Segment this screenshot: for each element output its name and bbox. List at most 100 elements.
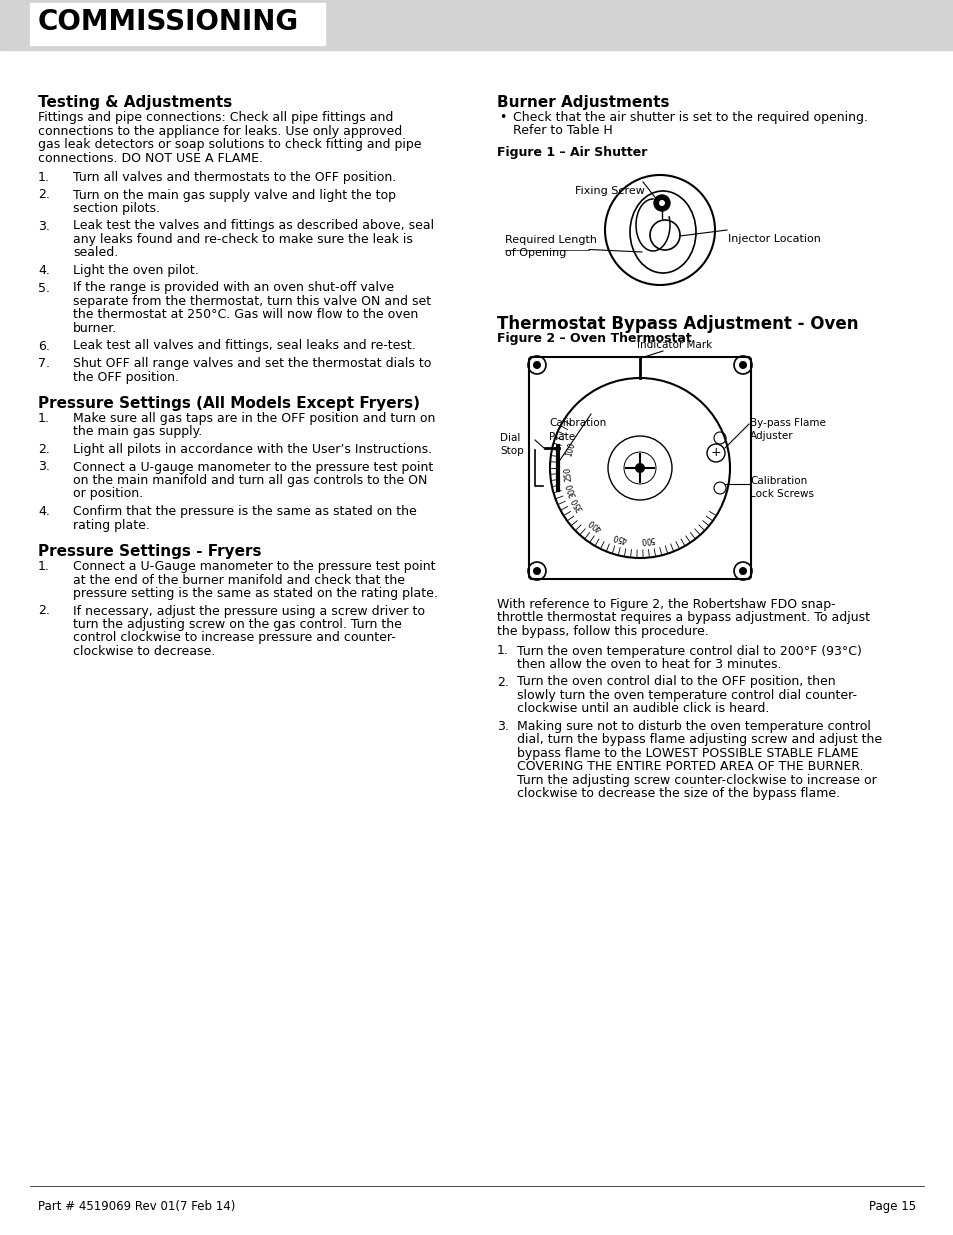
- Text: 2.: 2.: [38, 443, 50, 456]
- Text: Lock Screws: Lock Screws: [749, 489, 813, 499]
- Text: the thermostat at 250°C. Gas will now flow to the oven: the thermostat at 250°C. Gas will now fl…: [73, 309, 417, 321]
- Text: Check that the air shutter is set to the required opening.: Check that the air shutter is set to the…: [513, 111, 867, 124]
- Text: 5.: 5.: [38, 282, 50, 294]
- Text: clockwise to decrease.: clockwise to decrease.: [73, 645, 215, 658]
- Circle shape: [533, 567, 540, 576]
- Text: Pressure Settings - Fryers: Pressure Settings - Fryers: [38, 543, 261, 559]
- Text: Figure 2 – Oven Thermostat: Figure 2 – Oven Thermostat: [497, 332, 691, 345]
- Text: 3.: 3.: [497, 720, 508, 734]
- Text: 500: 500: [639, 535, 655, 545]
- Text: then allow the oven to heat for 3 minutes.: then allow the oven to heat for 3 minute…: [517, 658, 781, 671]
- Text: 2.: 2.: [38, 604, 50, 618]
- Text: 2.: 2.: [497, 676, 508, 688]
- Text: Fixing Screw: Fixing Screw: [575, 186, 644, 196]
- Text: of Opening: of Opening: [504, 248, 566, 258]
- Text: Testing & Adjustments: Testing & Adjustments: [38, 95, 232, 110]
- Text: on the main manifold and turn all gas controls to the ON: on the main manifold and turn all gas co…: [73, 474, 427, 487]
- Text: the OFF position.: the OFF position.: [73, 370, 179, 384]
- Circle shape: [739, 361, 746, 369]
- Text: 3.: 3.: [38, 461, 50, 473]
- Text: Pressure Settings (All Models Except Fryers): Pressure Settings (All Models Except Fry…: [38, 396, 419, 411]
- Text: connections. DO NOT USE A FLAME.: connections. DO NOT USE A FLAME.: [38, 152, 263, 164]
- Text: Page 15: Page 15: [868, 1200, 915, 1213]
- Text: Adjuster: Adjuster: [749, 431, 793, 441]
- Text: connections to the appliance for leaks. Use only approved: connections to the appliance for leaks. …: [38, 125, 402, 137]
- Text: separate from the thermostat, turn this valve ON and set: separate from the thermostat, turn this …: [73, 295, 431, 308]
- Text: Figure 1 – Air Shutter: Figure 1 – Air Shutter: [497, 146, 647, 159]
- Text: 250: 250: [562, 467, 573, 482]
- Text: 300: 300: [564, 482, 578, 499]
- Text: Burner Adjustments: Burner Adjustments: [497, 95, 669, 110]
- Text: By-pass Flame: By-pass Flame: [749, 417, 825, 429]
- Text: Turn on the main gas supply valve and light the top: Turn on the main gas supply valve and li…: [73, 189, 395, 201]
- Text: 4.: 4.: [38, 505, 50, 517]
- Text: 7.: 7.: [38, 357, 50, 370]
- Text: COMMISSIONING: COMMISSIONING: [38, 7, 299, 36]
- Text: burner.: burner.: [73, 322, 117, 335]
- Text: Light all pilots in accordance with the User’s Instructions.: Light all pilots in accordance with the …: [73, 443, 432, 456]
- Text: Turn the oven control dial to the OFF position, then: Turn the oven control dial to the OFF po…: [517, 676, 835, 688]
- Circle shape: [659, 200, 664, 206]
- Text: Dial: Dial: [499, 433, 519, 443]
- Text: sealed.: sealed.: [73, 247, 118, 259]
- Text: Make sure all gas taps are in the OFF position and turn on: Make sure all gas taps are in the OFF po…: [73, 412, 435, 425]
- Text: +: +: [710, 447, 720, 459]
- Circle shape: [739, 567, 746, 576]
- Text: Turn the adjusting screw counter-clockwise to increase or: Turn the adjusting screw counter-clockwi…: [517, 774, 876, 787]
- Text: Fittings and pipe connections: Check all pipe fittings and: Fittings and pipe connections: Check all…: [38, 111, 393, 124]
- Text: the main gas supply.: the main gas supply.: [73, 426, 202, 438]
- Text: Shut OFF all range valves and set the thermostat dials to: Shut OFF all range valves and set the th…: [73, 357, 431, 370]
- Text: Injector Location: Injector Location: [727, 233, 820, 245]
- Text: section pilots.: section pilots.: [73, 203, 160, 215]
- Text: turn the adjusting screw on the gas control. Turn the: turn the adjusting screw on the gas cont…: [73, 618, 401, 631]
- Text: Indicator Mark: Indicator Mark: [637, 340, 712, 350]
- Text: dial, turn the bypass flame adjusting screw and adjust the: dial, turn the bypass flame adjusting sc…: [517, 734, 882, 746]
- Text: 100: 100: [563, 441, 576, 457]
- Text: rating plate.: rating plate.: [73, 519, 150, 531]
- Bar: [0, 0, 953, 49]
- Text: pressure setting is the same as stated on the rating plate.: pressure setting is the same as stated o…: [73, 587, 437, 600]
- Text: 2.: 2.: [38, 189, 50, 201]
- Text: Making sure not to disturb the oven temperature control: Making sure not to disturb the oven temp…: [517, 720, 870, 734]
- Text: clockwise to decrease the size of the bypass flame.: clockwise to decrease the size of the by…: [517, 788, 840, 800]
- Circle shape: [635, 463, 644, 473]
- Text: Leak test the valves and fittings as described above, seal: Leak test the valves and fittings as des…: [73, 220, 434, 232]
- Text: 1.: 1.: [38, 170, 50, 184]
- Text: Turn the oven temperature control dial to 200°F (93°C): Turn the oven temperature control dial t…: [517, 645, 861, 657]
- Text: 1.: 1.: [497, 645, 508, 657]
- Text: If the range is provided with an oven shut-off valve: If the range is provided with an oven sh…: [73, 282, 394, 294]
- Text: COVERING THE ENTIRE PORTED AREA OF THE BURNER.: COVERING THE ENTIRE PORTED AREA OF THE B…: [517, 761, 862, 773]
- Text: With reference to Figure 2, the Robertshaw FDO snap-: With reference to Figure 2, the Robertsh…: [497, 598, 835, 611]
- Text: Part # 4519069 Rev 01(7 Feb 14): Part # 4519069 Rev 01(7 Feb 14): [38, 1200, 235, 1213]
- Text: 450: 450: [611, 531, 628, 543]
- Text: Calibration: Calibration: [548, 417, 605, 429]
- Text: Connect a U-Gauge manometer to the pressure test point: Connect a U-Gauge manometer to the press…: [73, 559, 435, 573]
- Text: Stop: Stop: [499, 446, 523, 456]
- Text: Plate: Plate: [548, 431, 575, 441]
- Text: 400: 400: [586, 516, 603, 532]
- Circle shape: [654, 195, 669, 211]
- Bar: [30, 2, 325, 44]
- Text: 1.: 1.: [38, 412, 50, 425]
- Text: any leaks found and re-check to make sure the leak is: any leaks found and re-check to make sur…: [73, 233, 413, 246]
- Text: If necessary, adjust the pressure using a screw driver to: If necessary, adjust the pressure using …: [73, 604, 424, 618]
- Text: clockwise until an audible click is heard.: clockwise until an audible click is hear…: [517, 703, 768, 715]
- Text: Required Length: Required Length: [504, 235, 597, 245]
- Text: 4.: 4.: [38, 264, 50, 277]
- Text: control clockwise to increase pressure and counter-: control clockwise to increase pressure a…: [73, 631, 395, 645]
- Text: Light the oven pilot.: Light the oven pilot.: [73, 264, 198, 277]
- Text: •: •: [498, 111, 506, 124]
- Text: gas leak detectors or soap solutions to check fitting and pipe: gas leak detectors or soap solutions to …: [38, 138, 421, 151]
- Text: throttle thermostat requires a bypass adjustment. To adjust: throttle thermostat requires a bypass ad…: [497, 611, 869, 625]
- Text: Refer to Table H: Refer to Table H: [513, 125, 612, 137]
- Text: Thermostat Bypass Adjustment - Oven: Thermostat Bypass Adjustment - Oven: [497, 315, 858, 333]
- Text: 6.: 6.: [38, 340, 50, 352]
- Text: Confirm that the pressure is the same as stated on the: Confirm that the pressure is the same as…: [73, 505, 416, 517]
- Text: slowly turn the oven temperature control dial counter-: slowly turn the oven temperature control…: [517, 689, 856, 701]
- Text: bypass flame to the LOWEST POSSIBLE STABLE FLAME: bypass flame to the LOWEST POSSIBLE STAB…: [517, 747, 858, 760]
- Text: 3.: 3.: [38, 220, 50, 232]
- Text: the bypass, follow this procedure.: the bypass, follow this procedure.: [497, 625, 708, 638]
- Text: at the end of the burner manifold and check that the: at the end of the burner manifold and ch…: [73, 573, 405, 587]
- Text: 350: 350: [570, 495, 584, 513]
- Text: 1.: 1.: [38, 559, 50, 573]
